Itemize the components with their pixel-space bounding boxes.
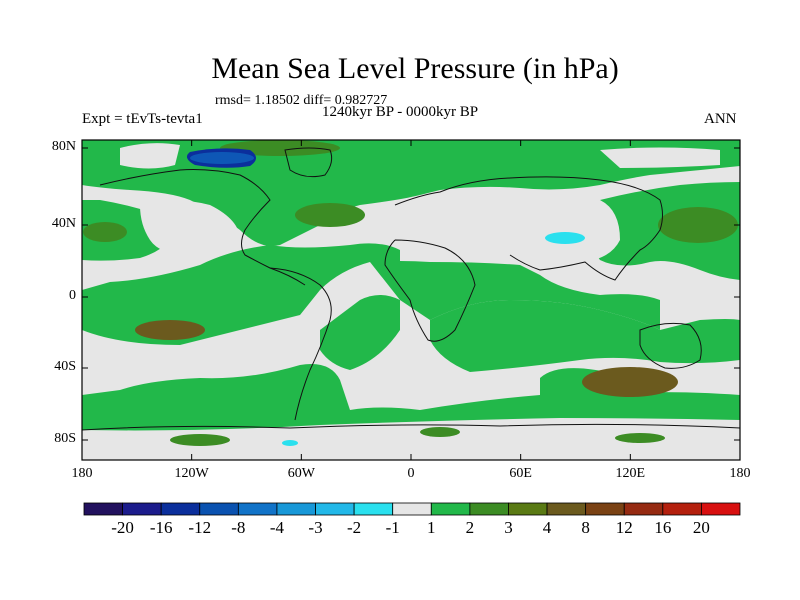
colorbar-swatch	[199, 502, 239, 516]
colorbar-swatch	[353, 502, 394, 516]
green-region-south-pacific	[82, 243, 400, 345]
colorbar-swatch	[701, 502, 741, 516]
colorbar-swatch	[508, 502, 548, 516]
coastline-south-america	[269, 267, 332, 421]
colorbar-tick-label: 12	[615, 518, 633, 537]
season-label: ANN	[704, 111, 737, 127]
brown-cell-south-pacific	[135, 320, 205, 340]
colorbar-tick-label: 8	[581, 518, 590, 537]
experiment-label: Expt = tEvTs-tevta1	[82, 111, 203, 127]
lat-tick-label: 40S	[54, 359, 76, 374]
colorbar-tick-label: -8	[231, 518, 246, 537]
neutral-patch-north-pacific	[140, 200, 240, 255]
colorbar	[83, 502, 741, 516]
negative-anomaly-antarctic	[282, 440, 298, 446]
colorbar-swatch	[160, 502, 201, 516]
colorbar-tick-label: 16	[654, 518, 672, 537]
lon-tick-label: 180	[71, 466, 93, 481]
colorbar-tick-label: 20	[692, 518, 710, 537]
green-region-southern-ocean	[82, 364, 740, 431]
colorbar-tick-label: -12	[188, 518, 212, 537]
negative-anomaly-tibet	[545, 232, 585, 244]
green-region-indian-ocean	[430, 300, 740, 372]
lon-tick-label: 60E	[509, 466, 532, 481]
coastline-north-america	[99, 169, 306, 286]
colorbar-tick-label: -20	[111, 518, 134, 537]
colorbar-swatch	[392, 502, 432, 516]
lat-tick-label: 40N	[51, 216, 76, 231]
olive-cell-north-atlantic	[295, 203, 365, 227]
colorbar-swatch	[83, 502, 123, 516]
coastlines	[81, 147, 741, 431]
colorbar-swatch	[430, 502, 471, 516]
coastline-africa	[384, 239, 476, 342]
lon-tick-label: 0	[407, 466, 415, 481]
colorbar-swatch	[276, 502, 316, 516]
colorbar-tick-label: 2	[465, 518, 475, 537]
colorbar-tick-label: -3	[308, 518, 323, 537]
olive-cell-antarctic-1	[170, 434, 230, 446]
colorbar-tick-label: -4	[269, 518, 285, 537]
period-label: 1240kyr BP - 0000kyr BP	[322, 104, 479, 120]
colorbar-tick-label: -16	[149, 518, 173, 537]
lon-tick-label: 60W	[287, 466, 315, 481]
rmsd-diff-label: rmsd= 1.18502 diff= 0.982727	[215, 93, 388, 108]
colorbar-tick-label: -2	[347, 518, 362, 537]
colorbar-swatch	[623, 502, 664, 516]
axis-tick-marks	[81, 140, 741, 460]
colorbar-swatch	[237, 502, 278, 516]
chart-title: Mean Sea Level Pressure (in hPa)	[211, 52, 619, 85]
coastline-australia	[639, 322, 702, 369]
colorbar-swatch	[546, 502, 587, 516]
lat-tick-label: 80N	[51, 139, 76, 154]
coastline-greenland	[284, 147, 333, 178]
lon-tick-label: 120E	[615, 466, 646, 481]
green-region-south-atlantic	[320, 295, 400, 370]
neutral-patch-eurasia	[428, 193, 620, 263]
colorbar-tick-label: 4	[542, 518, 552, 537]
pressure-difference-field	[82, 140, 740, 460]
neutral-patch-arctic	[120, 143, 720, 169]
colorbar-swatch	[122, 502, 162, 516]
colorbar-swatch	[585, 502, 625, 516]
coastline-eurasia	[394, 176, 663, 281]
colorbar-swatch	[315, 502, 355, 516]
colorbar-tick-label: 1	[427, 518, 436, 537]
coastline-antarctica	[81, 423, 741, 431]
colorbar-swatch	[469, 502, 509, 516]
colorbar-tick-label: 3	[504, 518, 513, 537]
lon-tick-label: 120W	[174, 466, 209, 481]
lat-tick-label: 80S	[54, 431, 76, 446]
colorbar-tick-label: -1	[385, 518, 400, 537]
olive-cell-east-pacific	[83, 222, 127, 242]
olive-cell-antarctic-3	[615, 433, 665, 443]
green-region-tropics	[370, 261, 660, 330]
negative-anomaly-greenland-edge	[190, 152, 254, 164]
brown-cell-south-indian	[582, 367, 678, 397]
olive-cell-antarctic-2	[420, 427, 460, 437]
lat-tick-label: 0	[69, 288, 76, 303]
lon-tick-label: 180	[729, 466, 751, 481]
colorbar-swatch	[662, 502, 702, 516]
olive-cell-west-pacific	[658, 207, 738, 243]
